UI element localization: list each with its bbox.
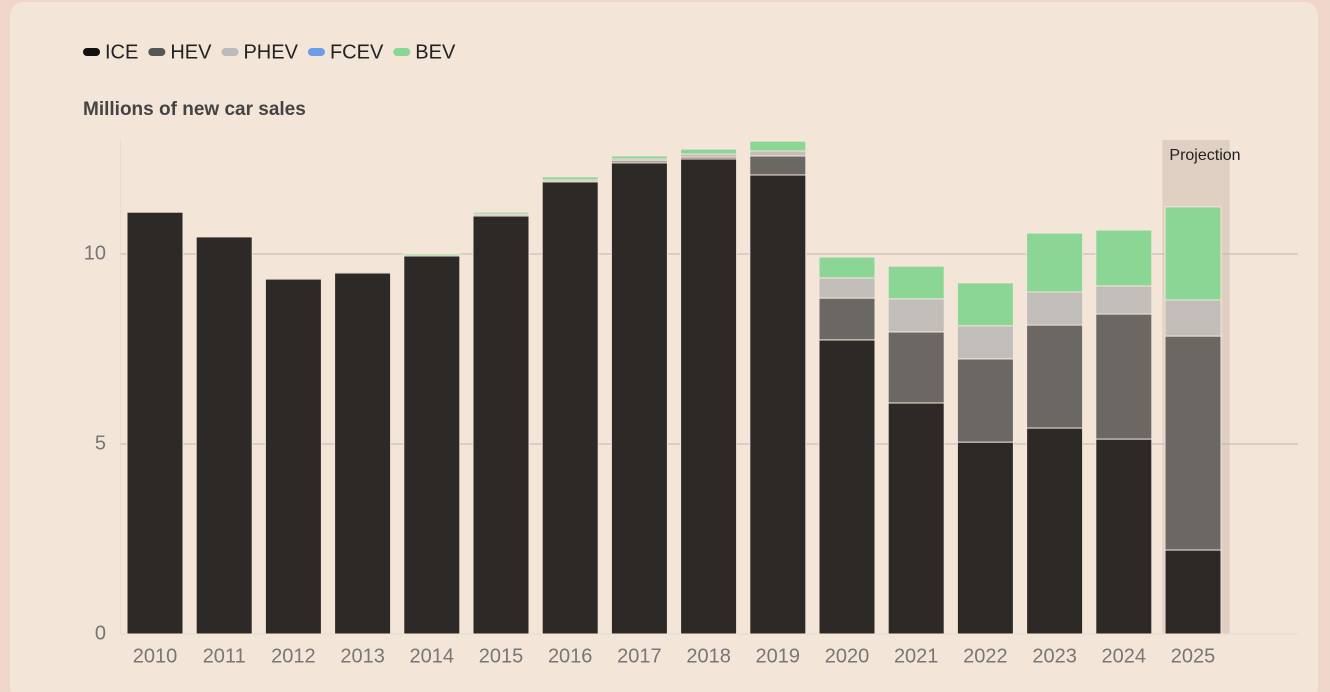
bar-segment: [1095, 438, 1153, 635]
bar-segment: [956, 282, 1014, 327]
x-tick-label: 2021: [894, 645, 939, 667]
bar-segment: [1164, 206, 1222, 301]
legend-label: PHEV: [243, 41, 298, 63]
legend-label: ICE: [105, 41, 138, 63]
legend-label: BEV: [415, 41, 456, 63]
bar-segment: [264, 278, 322, 635]
x-tick-label: 2013: [340, 645, 385, 667]
legend-swatch: [307, 48, 325, 56]
bar-segment: [956, 325, 1014, 360]
bar-segment: [818, 297, 876, 341]
bar-segment: [887, 331, 945, 404]
x-tick-label: 2015: [479, 645, 524, 667]
x-tick-label: 2018: [686, 645, 731, 667]
x-tick-label: 2022: [963, 645, 1008, 667]
legend-swatch: [221, 48, 239, 56]
bar-segment: [334, 272, 392, 635]
bar-segment: [818, 256, 876, 279]
bar-segment: [1095, 285, 1153, 315]
bar-segment: [818, 277, 876, 299]
bar-segment: [887, 298, 945, 333]
bar-segment: [680, 148, 738, 155]
bar-segment: [334, 271, 392, 274]
bar-segment: [749, 150, 807, 157]
x-tick-label: 2020: [825, 645, 870, 667]
y-tick-label: 5: [95, 432, 106, 454]
bar-segment: [541, 181, 599, 635]
legend-label: HEV: [170, 41, 212, 63]
bar-segment: [610, 155, 668, 160]
bar-segment: [887, 402, 945, 635]
bar-segment: [1026, 427, 1084, 635]
bar-segment: [1164, 299, 1222, 337]
bar-segment: [610, 162, 668, 635]
bar-segment: [1095, 229, 1153, 287]
bar-segment: [126, 211, 184, 635]
bar-segment: [749, 140, 807, 152]
annotation: Projection: [1169, 147, 1240, 164]
x-tick-label: 2024: [1102, 645, 1147, 667]
bar-segment: [956, 358, 1014, 443]
x-tick-label: 2011: [203, 645, 246, 667]
bar-segment: [818, 339, 876, 635]
x-tick-label: 2019: [756, 645, 801, 667]
bar-segment: [1164, 335, 1222, 551]
x-tick-label: 2017: [617, 645, 662, 667]
bar-segment: [541, 176, 599, 181]
x-tick-label: 2010: [133, 645, 178, 667]
bar-segment: [749, 155, 807, 176]
y-tick-label: 10: [84, 242, 106, 264]
legend-swatch: [83, 48, 100, 56]
bar-segment: [1026, 291, 1084, 326]
x-tick-label: 2023: [1032, 645, 1077, 667]
y-tick-label: 0: [95, 622, 106, 644]
bar-segment: [1026, 324, 1084, 429]
bar-segment: [1164, 549, 1222, 635]
bar-segment: [749, 174, 807, 635]
bar-segment: [195, 236, 253, 635]
bar-segment: [956, 441, 1014, 635]
bar-segment: [680, 158, 738, 635]
bar-segment: [887, 265, 945, 300]
y-axis-label: Millions of new car sales: [83, 99, 306, 120]
bar-segment: [472, 215, 530, 635]
bar-segment: [403, 253, 461, 257]
x-tick-label: 2016: [548, 645, 593, 667]
x-tick-label: 2025: [1171, 645, 1216, 667]
bar-segment: [1026, 232, 1084, 293]
x-tick-label: 2012: [271, 645, 316, 667]
bar-segment: [472, 211, 530, 215]
legend-swatch: [148, 48, 166, 56]
legend-swatch: [393, 48, 411, 56]
bar-segment: [1095, 313, 1153, 440]
legend-label: FCEV: [330, 41, 384, 63]
bar-segment: [403, 255, 461, 635]
x-tick-label: 2014: [410, 645, 455, 667]
